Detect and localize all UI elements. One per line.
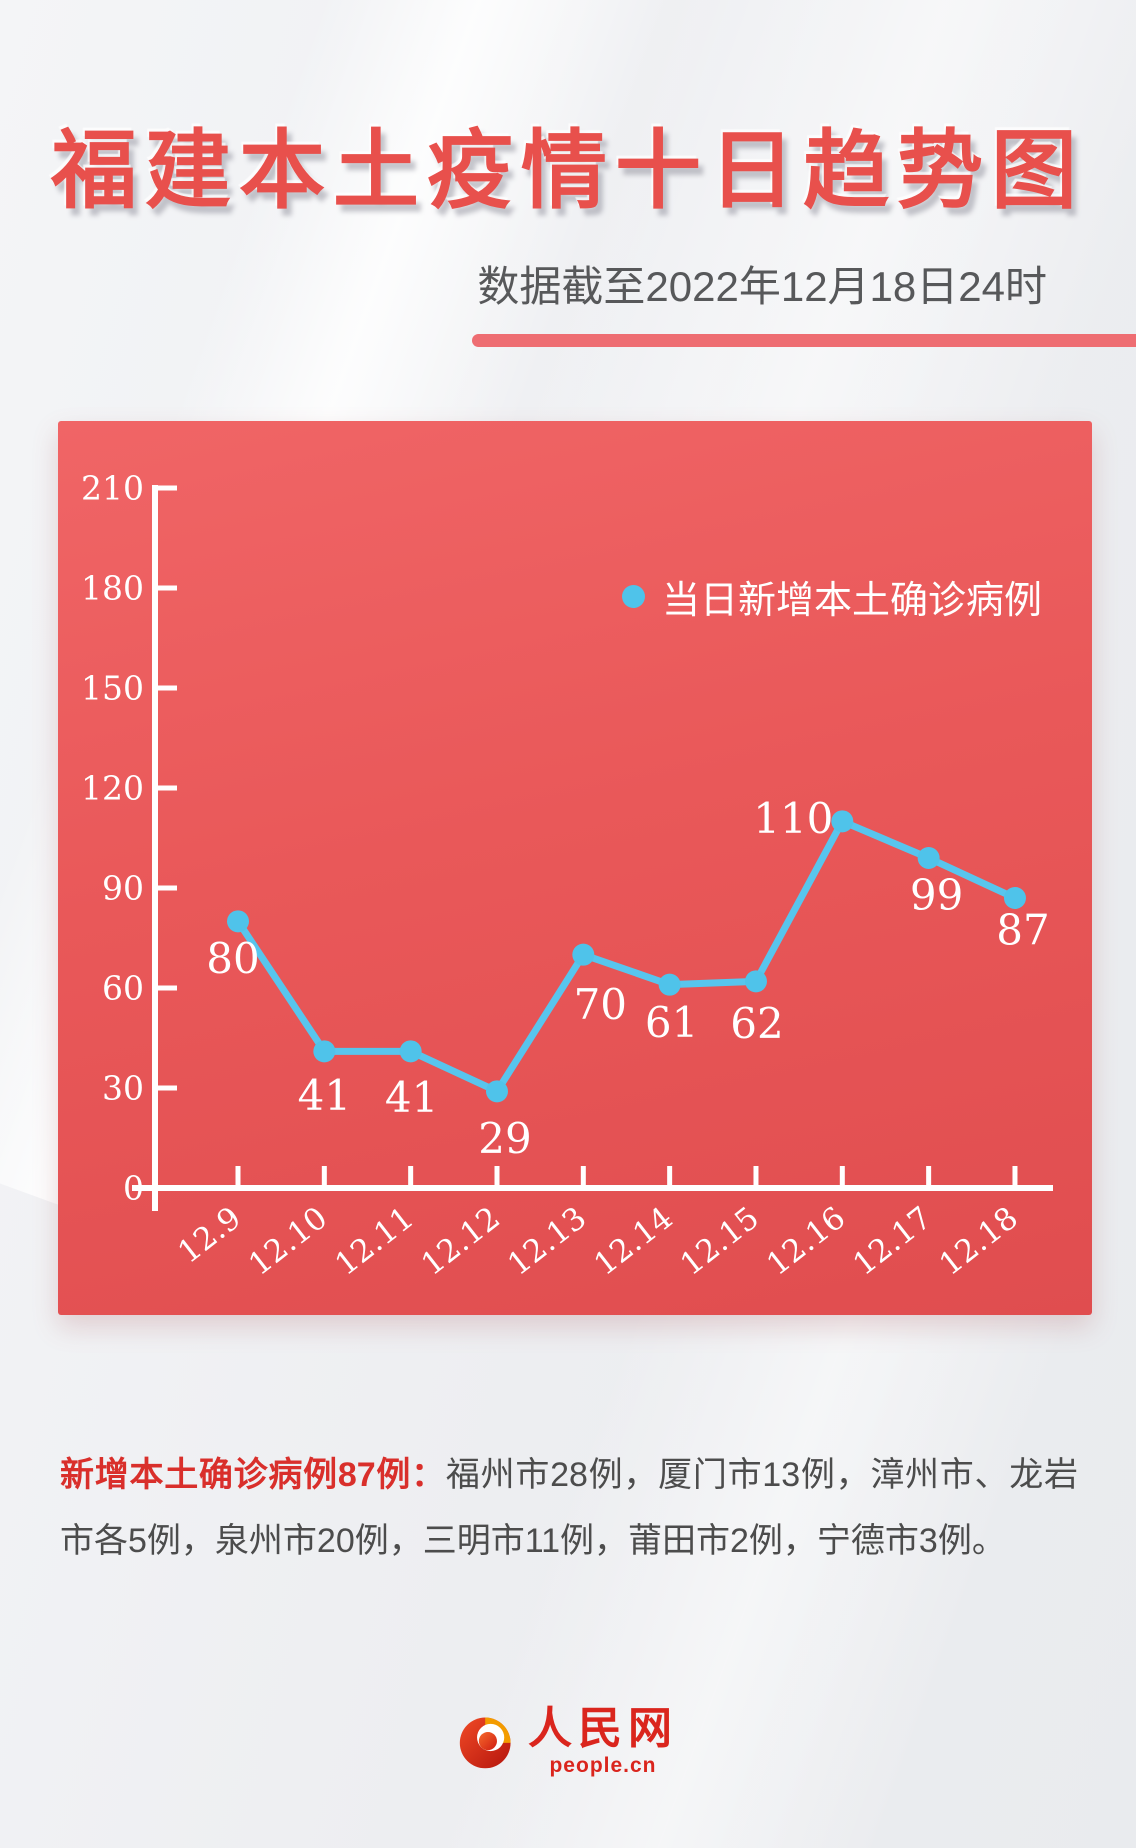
peoplecn-globe-icon bbox=[459, 1717, 511, 1769]
data-point bbox=[831, 810, 854, 833]
subtitle-underline-bar bbox=[472, 334, 1136, 347]
x-tick-label: 12.9 bbox=[171, 1200, 248, 1271]
y-tick-label: 60 bbox=[102, 969, 144, 1008]
data-label: 110 bbox=[753, 794, 833, 843]
trend-line bbox=[234, 817, 1019, 1095]
legend-label: 当日新增本土确诊病例 bbox=[662, 580, 1043, 622]
data-label: 70 bbox=[574, 980, 627, 1029]
x-tick-label: 12.17 bbox=[846, 1200, 938, 1283]
x-tick-label: 12.13 bbox=[501, 1200, 593, 1283]
peoplecn-logo: 人民网 people.cn bbox=[0, 1703, 1136, 1778]
data-label: 41 bbox=[298, 1071, 351, 1120]
x-tick-label: 12.14 bbox=[587, 1200, 679, 1283]
x-tick-label: 12.18 bbox=[933, 1200, 1025, 1283]
trend-chart: 030609012015018021012.912.1012.1112.1212… bbox=[81, 469, 1053, 1283]
y-tick-label: 210 bbox=[81, 469, 144, 508]
data-label: 80 bbox=[206, 934, 259, 983]
data-label: 99 bbox=[910, 871, 963, 920]
x-tick-label: 12.11 bbox=[328, 1200, 420, 1283]
legend: 当日新增本土确诊病例 bbox=[622, 569, 1042, 624]
y-tick-label: 120 bbox=[81, 769, 144, 808]
data-label: 29 bbox=[478, 1114, 531, 1163]
data-point bbox=[744, 970, 767, 993]
legend-marker-icon bbox=[622, 585, 645, 608]
x-tick-label: 12.10 bbox=[242, 1200, 334, 1283]
page-title: 福建本土疫情十日趋势图 bbox=[51, 123, 1085, 219]
y-tick-label: 30 bbox=[102, 1069, 144, 1108]
data-point bbox=[313, 1040, 336, 1063]
x-tick-label: 12.16 bbox=[760, 1200, 852, 1283]
logo-text: 人民网 people.cn bbox=[528, 1703, 678, 1778]
data-cutoff-subtitle: 数据截至2022年12月18日24时 bbox=[477, 263, 1047, 310]
data-label: 62 bbox=[730, 999, 783, 1048]
data-point bbox=[485, 1080, 508, 1103]
logo-cn-label: 人民网 bbox=[528, 1703, 678, 1754]
note-lead: 新增本土确诊病例87例： bbox=[60, 1456, 446, 1494]
case-breakdown-note: 新增本土确诊病例87例：福州市28例，厦门市13例，漳州市、龙岩市各5例，泉州市… bbox=[60, 1442, 1078, 1575]
data-label: 41 bbox=[385, 1073, 438, 1122]
data-point bbox=[917, 847, 940, 869]
data-point bbox=[572, 943, 595, 966]
data-point bbox=[399, 1040, 422, 1063]
data-label: 61 bbox=[645, 998, 698, 1047]
y-tick-label: 90 bbox=[102, 869, 144, 908]
note-body: 福州市28例，厦门市13例，漳州市、龙岩市各5例，泉州市20例，三明市11例，莆… bbox=[60, 1456, 1078, 1561]
y-tick-label: 150 bbox=[81, 669, 144, 708]
x-tick-label: 12.15 bbox=[674, 1200, 766, 1283]
y-tick-label: 0 bbox=[123, 1169, 144, 1208]
x-tick-label: 12.12 bbox=[415, 1200, 507, 1283]
data-point bbox=[227, 910, 249, 933]
y-tick-label: 180 bbox=[81, 569, 144, 608]
logo-en-label: people.cn bbox=[549, 1754, 657, 1778]
data-point bbox=[1003, 887, 1026, 909]
data-label: 87 bbox=[996, 906, 1049, 955]
data-point bbox=[658, 973, 681, 996]
chart-panel: 0 30 60 90 120 150 180 210 12.9 12.10 12.11 12.12 12… bbox=[58, 421, 1092, 1315]
